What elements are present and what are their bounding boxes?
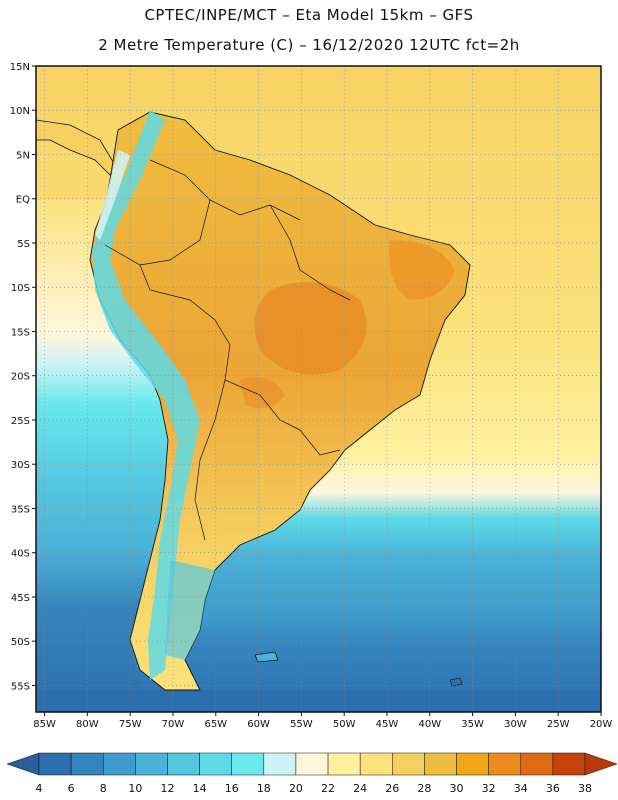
longitude-labels: 85W 80W 75W 70W 65W 60W 55W 50W 45W 40W 35W 30W 25W 2… <box>33 712 612 730</box>
lat-label: 10S <box>11 283 30 294</box>
pacific-ocean-field <box>36 200 175 712</box>
country-borders <box>104 159 351 541</box>
lat-label: 25S <box>11 416 30 427</box>
colorbar-swatch <box>70 752 104 776</box>
lat-label: 5N <box>16 150 30 161</box>
colorbar-swatch <box>263 752 297 776</box>
lon-label: 35W <box>461 719 484 730</box>
lon-label: 70W <box>162 719 185 730</box>
colorbar-swatch <box>424 752 457 776</box>
colorbar-swatch <box>488 752 522 776</box>
colorbar-label: 14 <box>193 782 207 795</box>
colorbar-label: 10 <box>128 782 142 795</box>
lon-label: 75W <box>119 719 142 730</box>
colorbar-swatch <box>199 752 232 776</box>
colorbar-swatch <box>359 752 393 776</box>
colorbar-swatch <box>102 752 136 776</box>
lat-label: 40S <box>11 549 30 560</box>
map-frame <box>35 65 602 713</box>
colorbar-label: 18 <box>257 782 271 795</box>
central-america-land <box>36 119 116 176</box>
lon-label: 45W <box>376 719 399 730</box>
colorbar-swatch <box>392 752 425 776</box>
lon-label: 55W <box>290 719 313 730</box>
patagonia-cool-area <box>165 560 215 660</box>
lon-label: 80W <box>76 719 99 730</box>
lat-label: EQ <box>16 195 30 206</box>
lon-label: 65W <box>204 719 227 730</box>
lat-label: 10N <box>10 106 30 117</box>
colorbar-label: 36 <box>546 782 560 795</box>
map-title-line1: CPTEC/INPE/MCT – Eta Model 15km – GFS <box>144 6 474 24</box>
lon-label: 85W <box>33 719 56 730</box>
colorbar-label: 8 <box>100 782 107 795</box>
lat-label: 35S <box>11 504 30 515</box>
lat-label: 20S <box>11 372 30 383</box>
colorbar-swatch <box>327 752 361 776</box>
lon-label: 60W <box>247 719 270 730</box>
latitude-labels: 15N 10N 5N EQ 5S 10S 15S 20S 25S 30S 35S 40S 45S 50S 5… <box>10 62 36 692</box>
lat-label: 15S <box>11 327 30 338</box>
andes-cool-strip <box>92 110 200 680</box>
hot-core-paraguay <box>240 377 285 409</box>
colorbar-label: 26 <box>385 782 399 795</box>
lat-label: 15N <box>10 62 30 73</box>
colorbar-label: 28 <box>417 782 431 795</box>
colorbar-swatch <box>456 752 489 776</box>
colorbar-swatch <box>135 752 168 776</box>
colorbar-label: 24 <box>353 782 367 795</box>
lat-label: 30S <box>11 460 30 471</box>
colorbar-label: 38 <box>578 782 592 795</box>
lat-label: 50S <box>11 637 30 648</box>
south-georgia-island <box>449 677 463 687</box>
lat-label: 5S <box>17 239 30 250</box>
lat-label: 55S <box>11 681 30 692</box>
colorbar-swatch <box>38 752 72 776</box>
hot-core-northeast-brazil <box>389 240 455 300</box>
colorbar-high-arrow <box>584 752 618 776</box>
colorbar-swatch <box>552 752 586 776</box>
colorbar-labels: 4 6 8 10 12 14 16 18 20 22 24 26 28 30 32 34 36 38 <box>36 782 593 795</box>
hot-core-central-brazil <box>254 282 367 375</box>
lon-label: 50W <box>333 719 356 730</box>
lat-label: 45S <box>11 593 30 604</box>
colorbar-low-arrow <box>6 752 40 776</box>
colorbar-label: 20 <box>289 782 303 795</box>
lon-label: 30W <box>504 719 527 730</box>
andes-cold-peaks-north <box>95 150 130 240</box>
colorbar-label: 16 <box>225 782 239 795</box>
lon-label: 20W <box>590 719 613 730</box>
map-title-line2: 2 Metre Temperature (C) – 16/12/2020 12U… <box>98 36 520 54</box>
lon-label: 25W <box>547 719 570 730</box>
lon-label: 40W <box>418 719 441 730</box>
colorbar-swatch <box>295 752 329 776</box>
colorbar-label: 34 <box>514 782 528 795</box>
colorbar-swatch <box>231 752 265 776</box>
colorbar-label: 12 <box>160 782 174 795</box>
colorbar-label: 30 <box>450 782 464 795</box>
colorbar <box>6 752 618 776</box>
falkland-islands <box>254 651 279 663</box>
colorbar-swatch <box>520 752 554 776</box>
colorbar-swatch <box>167 752 200 776</box>
colorbar-label: 22 <box>321 782 335 795</box>
colorbar-label: 6 <box>68 782 75 795</box>
colorbar-label: 32 <box>482 782 496 795</box>
southern-ocean-band <box>36 690 601 712</box>
colorbar-label: 4 <box>36 782 43 795</box>
